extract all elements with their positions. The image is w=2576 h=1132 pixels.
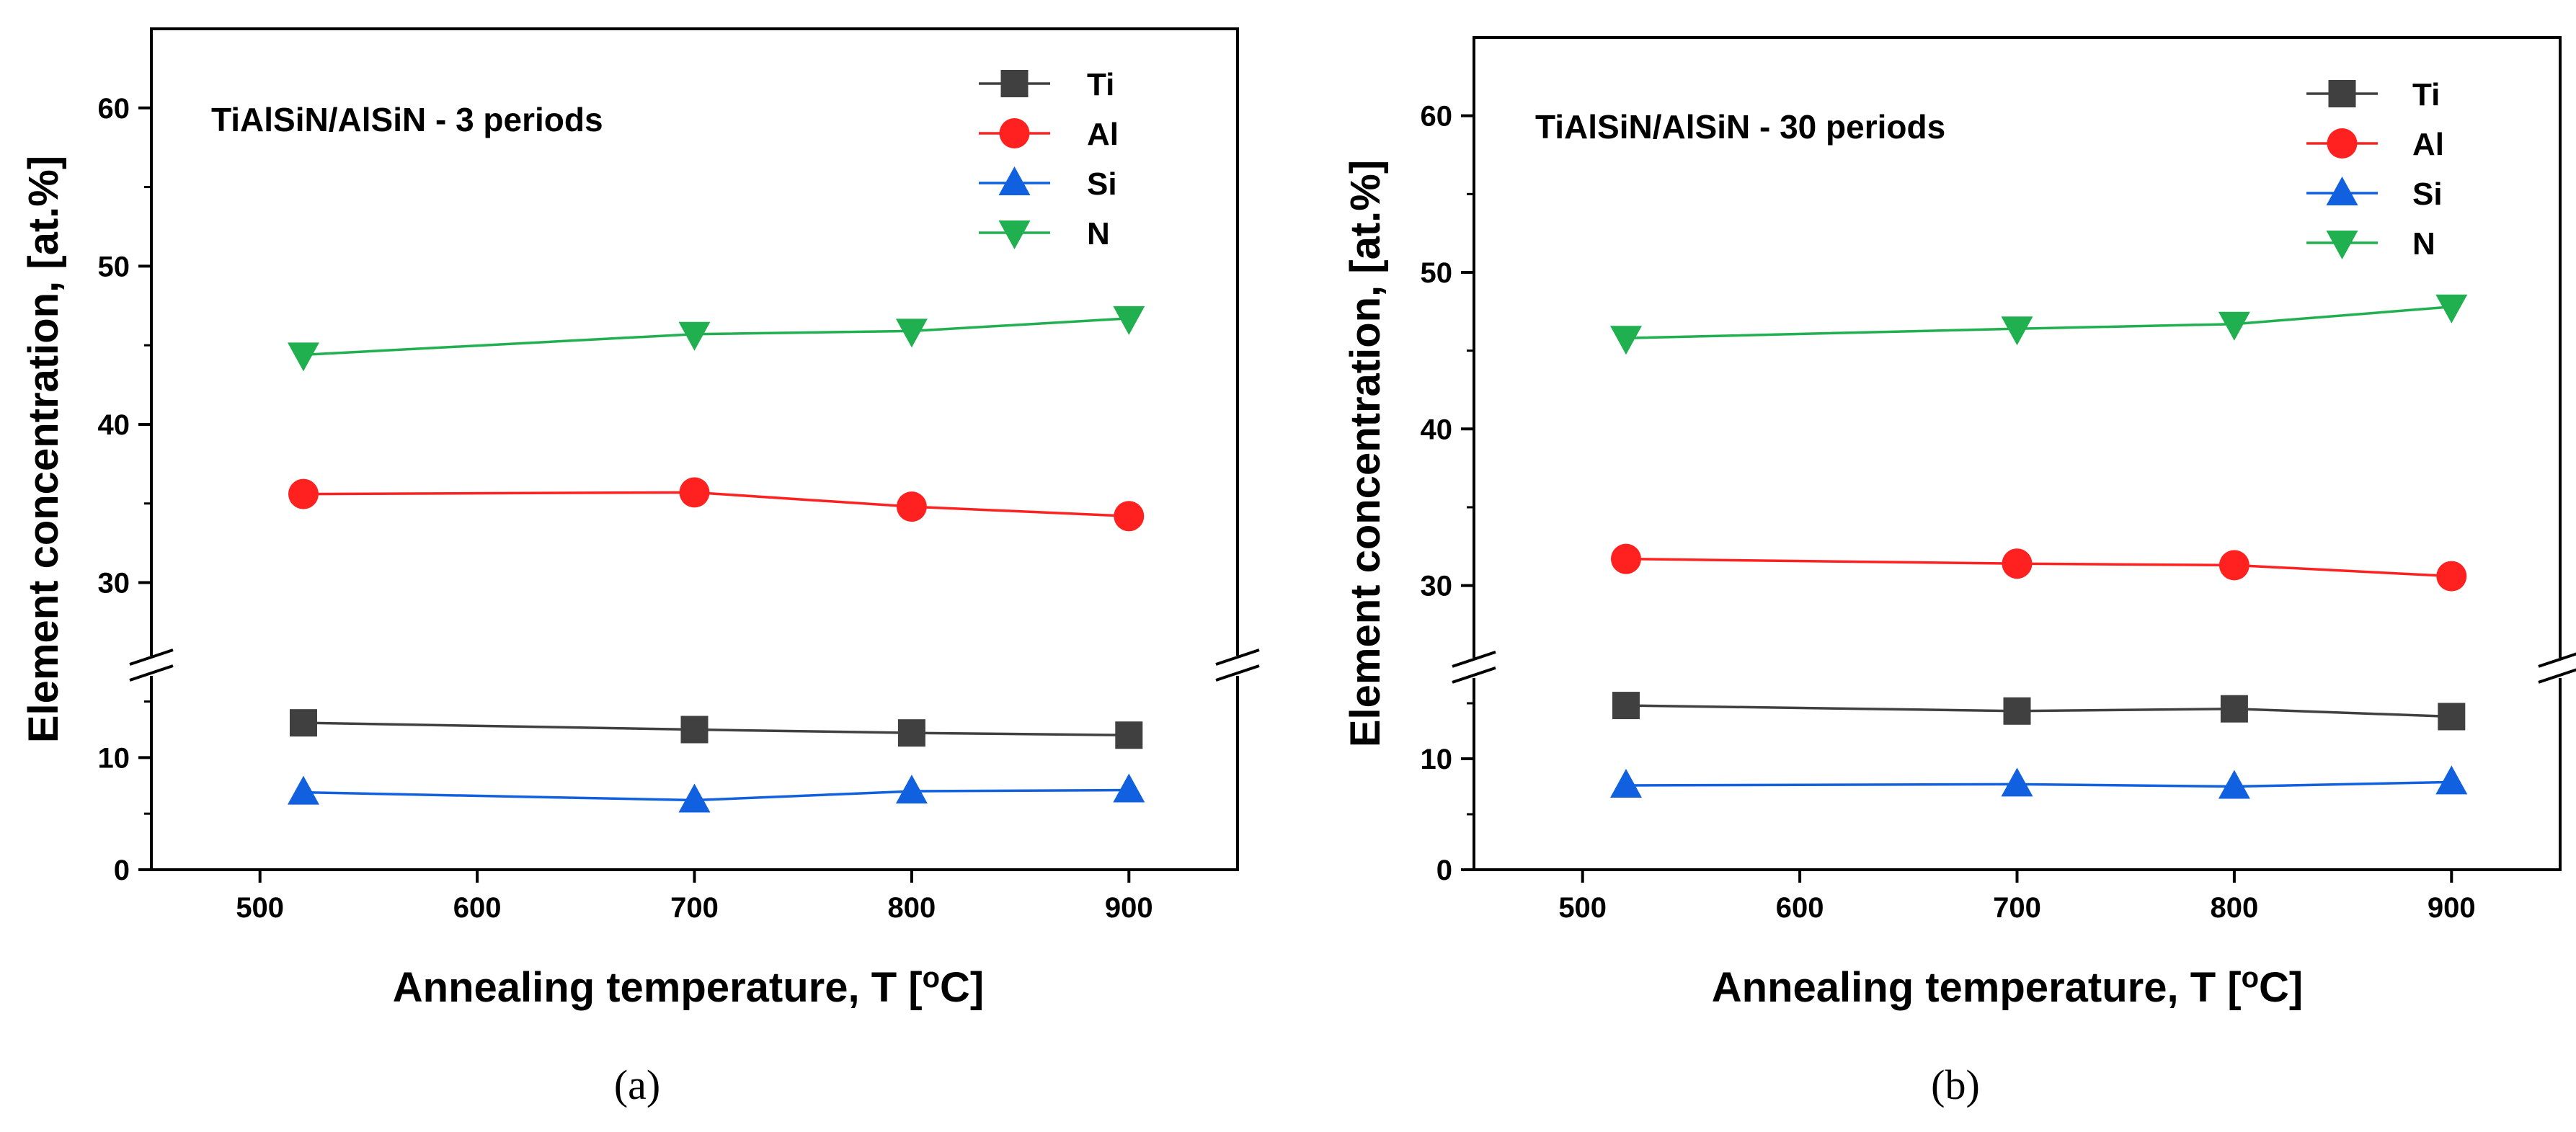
data-point-n <box>2001 316 2033 346</box>
legend-label-si: Si <box>2412 177 2443 212</box>
chart-panel-b: 500 600 700 800 900 0 10 30 40 50 60 TiAlSiN/AlSiN … <box>1342 36 2576 1108</box>
legend-marker-ti <box>2328 80 2356 107</box>
axis-break-mark-left <box>1452 667 1496 684</box>
axis-break-mark-right <box>1215 664 1260 682</box>
data-point-si <box>2001 767 2033 797</box>
y-tick-label: 0 <box>1436 855 1452 886</box>
data-point-n <box>678 321 711 351</box>
legend-marker-n <box>998 220 1031 249</box>
data-point-si <box>895 775 928 804</box>
data-point-al <box>2219 550 2249 581</box>
series-line-si <box>1625 780 2452 788</box>
data-point-al <box>2002 548 2033 579</box>
chart-panel-a: 500 600 700 800 900 0 10 30 40 50 60 TiAlSiN/AlSiN … <box>20 27 1260 1108</box>
x-tick-label: 900 <box>1105 892 1153 924</box>
axis-break-mark-left <box>1452 651 1496 668</box>
data-point-si <box>1113 773 1145 803</box>
panel-caption: (b) <box>1931 1061 1980 1108</box>
data-point-ti <box>289 709 317 737</box>
y-tick-label: 10 <box>98 742 130 774</box>
data-point-si <box>2435 765 2468 795</box>
data-point-ti <box>2220 695 2248 723</box>
legend-marker-al <box>2327 128 2358 159</box>
legend-marker-ti <box>1000 70 1029 97</box>
legend-marker-si <box>998 166 1031 195</box>
y-tick-label: 30 <box>98 568 130 600</box>
y-axis-title: Element concentration, [at.%] <box>20 156 67 743</box>
chart-title: TiAlSiN/AlSiN - 30 periods <box>1535 108 1945 146</box>
series-line-al <box>1625 557 2452 578</box>
x-axis-title: Annealing temperature, T [oC] <box>1712 962 2303 1011</box>
y-tick-label: 50 <box>1421 257 1453 289</box>
legend-marker-al <box>999 118 1030 148</box>
data-point-ti <box>2003 697 2031 725</box>
data-point-al <box>1610 543 1641 574</box>
axis-break-mark-left <box>129 649 174 666</box>
data-point-al <box>896 491 927 522</box>
data-point-n <box>1113 306 1145 335</box>
panel-caption: (a) <box>614 1061 660 1108</box>
data-point-ti <box>2438 703 2466 731</box>
legend-label-si: Si <box>1087 166 1117 202</box>
legend-label-al: Al <box>1087 117 1119 152</box>
data-point-n <box>895 318 928 348</box>
series-line-ti <box>303 721 1129 737</box>
legend-label-n: N <box>1087 216 1110 251</box>
y-tick-label: 60 <box>1421 101 1453 133</box>
series-line-al <box>303 491 1129 518</box>
plot-frame <box>150 27 1239 871</box>
plot-frame <box>1473 36 2562 871</box>
x-tick-label: 500 <box>1558 892 1607 924</box>
series-line-si <box>303 788 1129 802</box>
y-tick-label: 30 <box>1421 571 1453 602</box>
data-point-al <box>1114 501 1145 532</box>
chart-title: TiAlSiN/AlSiN - 3 periods <box>211 101 603 138</box>
axis-break-mark-right <box>2538 668 2576 684</box>
y-tick-label: 60 <box>98 93 130 125</box>
x-tick-label: 700 <box>670 892 719 924</box>
legend-label-n: N <box>2412 226 2435 262</box>
data-point-si <box>2218 770 2250 799</box>
x-axis-title: Annealing temperature, T [oC] <box>393 962 984 1011</box>
data-point-al <box>2436 561 2467 592</box>
series-line-n <box>1625 306 2452 340</box>
y-tick-label: 10 <box>1421 744 1453 775</box>
data-point-n <box>2435 294 2468 324</box>
data-point-ti <box>1612 692 1640 720</box>
data-point-n <box>1609 326 1642 355</box>
y-tick-label: 0 <box>114 855 130 886</box>
legend-label-ti: Ti <box>2412 77 2440 112</box>
x-tick-label: 700 <box>1993 892 2041 924</box>
legend-marker-si <box>2326 177 2358 205</box>
data-point-si <box>678 783 711 813</box>
axis-break-mark-right <box>2538 652 2576 668</box>
axis-break-mark-right <box>1215 649 1260 666</box>
data-point-si <box>1609 768 1642 798</box>
data-point-ti <box>897 719 925 747</box>
data-point-ti <box>680 716 709 744</box>
data-point-n <box>2218 311 2250 341</box>
legend-label-ti: Ti <box>1087 67 1114 102</box>
x-tick-label: 600 <box>1776 892 1824 924</box>
y-axis-title: Element concentration, [at.%] <box>1342 160 1389 747</box>
legend-label-al: Al <box>2412 127 2444 162</box>
y-tick-label: 40 <box>1421 414 1453 445</box>
axis-break-mark-left <box>129 664 174 682</box>
data-point-si <box>287 775 319 805</box>
y-tick-label: 50 <box>98 251 130 282</box>
y-tick-label: 40 <box>98 409 130 441</box>
series-line-ti <box>1625 704 2452 718</box>
x-tick-label: 500 <box>236 892 284 924</box>
data-point-al <box>679 477 710 508</box>
x-tick-label: 900 <box>2428 892 2476 924</box>
data-point-al <box>288 478 319 509</box>
data-point-n <box>287 342 319 372</box>
legend-marker-n <box>2326 231 2358 259</box>
x-tick-label: 600 <box>453 892 502 924</box>
x-tick-label: 800 <box>2211 892 2259 924</box>
x-tick-label: 800 <box>888 892 936 924</box>
data-point-ti <box>1115 721 1143 749</box>
series-line-n <box>303 317 1129 357</box>
